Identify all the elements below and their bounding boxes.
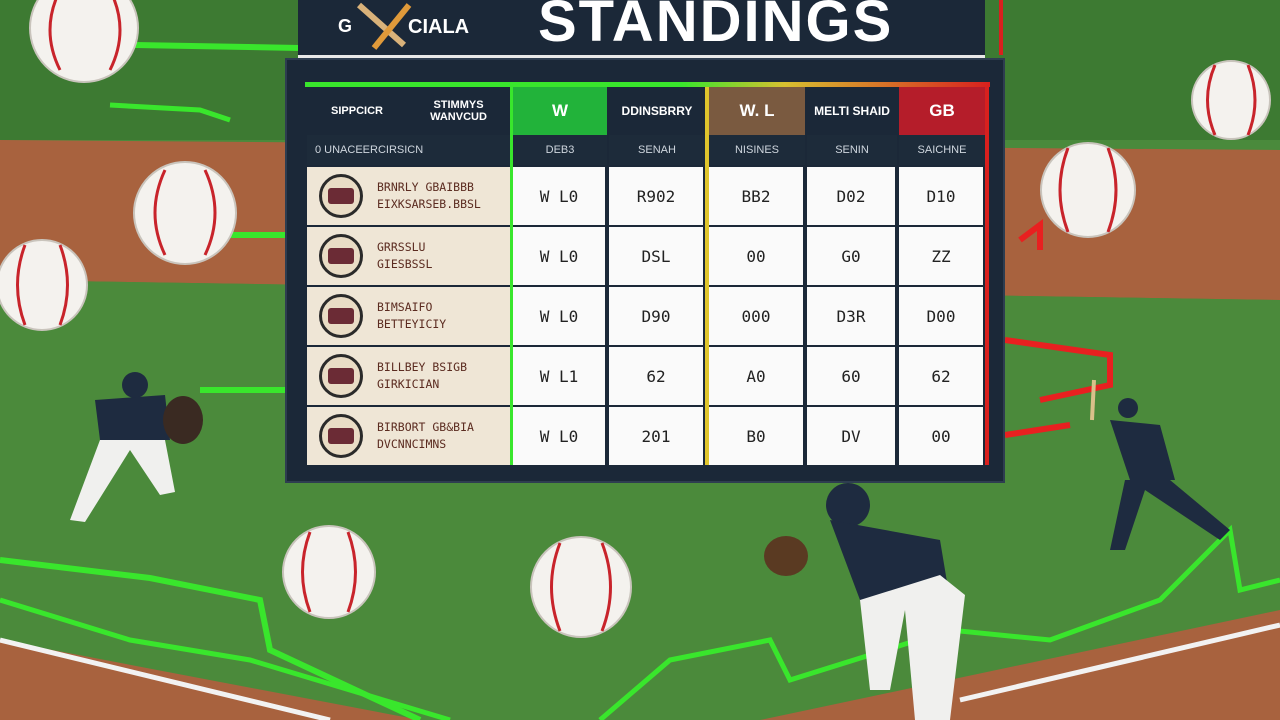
header-sub-cell: SAICHNE	[899, 135, 985, 165]
team-name-line: GIESBSSL	[377, 257, 433, 271]
stat-cell: W L0	[513, 227, 605, 285]
team-name-line: GRRSSLU	[377, 240, 426, 254]
header-cell: W	[513, 87, 607, 135]
team-logo-mark	[328, 188, 354, 204]
divider-yellow	[705, 87, 709, 465]
team-logo	[319, 234, 363, 278]
header-cell: GB	[899, 87, 985, 135]
top-stripe	[305, 82, 990, 87]
team-cell: BILLBEY BSIGB GIRKICIAN	[307, 347, 510, 405]
title-bar: G CIALA STANDINGS	[298, 0, 985, 58]
team-name: BIRBORT GB&BIA DVCNNCIMNS	[377, 419, 474, 453]
stat-cell: DSL	[609, 227, 703, 285]
stat-cell: D90	[609, 287, 703, 345]
team-logo-mark	[328, 428, 354, 444]
team-logo	[319, 174, 363, 218]
stat-cell: 000	[709, 287, 803, 345]
header-sub-cell: SENAH	[609, 135, 705, 165]
stat-cell: W L0	[513, 167, 605, 225]
header-cell: SIPPCICR	[307, 87, 407, 135]
stat-cell: W L0	[513, 407, 605, 465]
stat-cell: D10	[899, 167, 983, 225]
team-name-line: BILLBEY BSIGB	[377, 360, 468, 374]
logo-letter: G	[338, 16, 353, 36]
logo-bats	[357, 2, 412, 50]
stat-cell: 62	[899, 347, 983, 405]
team-cell: BIRBORT GB&BIA DVCNNCIMNS	[307, 407, 510, 465]
team-name: BRNRLY GBAIBBB EIXKSARSEB.BBSL	[377, 179, 481, 213]
stat-cell: W L1	[513, 347, 605, 405]
team-logo-mark	[328, 248, 354, 264]
stat-cell: D3R	[807, 287, 895, 345]
stat-cell: 00	[899, 407, 983, 465]
title: STANDINGS	[538, 0, 894, 54]
stat-cell: DV	[807, 407, 895, 465]
stat-cell: ZZ	[899, 227, 983, 285]
team-name-line: BETTEYICIY	[377, 317, 447, 331]
stat-cell: 62	[609, 347, 703, 405]
stat-cell: R902	[609, 167, 703, 225]
header-cell: MELTI SHAID	[807, 87, 897, 135]
stat-cell: W L0	[513, 287, 605, 345]
divider-red	[985, 87, 989, 465]
stat-cell: 201	[609, 407, 703, 465]
team-name-line: GIRKICIAN	[377, 377, 440, 391]
team-logo-mark	[328, 368, 354, 384]
header-sub-cell: NISINES	[709, 135, 805, 165]
header-sub-cell: SENIN	[807, 135, 897, 165]
stat-cell: BB2	[709, 167, 803, 225]
stat-cell: G0	[807, 227, 895, 285]
team-name-line: BIMSAIFO	[377, 300, 433, 314]
title-accent	[985, 0, 1003, 55]
header-sub-cell: 0 UNACEERCIRSICN	[307, 135, 510, 165]
header-cell: DDINSBRRY	[609, 87, 705, 135]
team-name-line: EIXKSARSEB.BBSL	[377, 197, 481, 211]
stat-cell: 00	[709, 227, 803, 285]
team-cell: BRNRLY GBAIBBB EIXKSARSEB.BBSL	[307, 167, 510, 225]
standings-board: SIPPCICR STIMMYS WANVCUD W DDINSBRRY W. L MEL…	[285, 58, 1005, 483]
stat-cell: D02	[807, 167, 895, 225]
header-cell: W. L	[709, 87, 805, 135]
team-cell: GRRSSLU GIESBSSL	[307, 227, 510, 285]
team-cell: BIMSAIFO BETTEYICIY	[307, 287, 510, 345]
divider-green	[510, 87, 513, 465]
team-logo	[319, 294, 363, 338]
stat-cell: D00	[899, 287, 983, 345]
team-name-line: BRNRLY GBAIBBB	[377, 180, 474, 194]
stat-cell: B0	[709, 407, 803, 465]
header-cell: STIMMYS WANVCUD	[407, 87, 510, 135]
logo-text: CIALA	[408, 16, 470, 38]
team-name: BIMSAIFO BETTEYICIY	[377, 299, 446, 333]
team-name: GRRSSLU GIESBSSL	[377, 239, 432, 273]
team-logo-mark	[328, 308, 354, 324]
team-logo	[319, 414, 363, 458]
header-sub-cell: DEB3	[513, 135, 607, 165]
team-name-line: BIRBORT GB&BIA	[377, 420, 474, 434]
team-name: BILLBEY BSIGB GIRKICIAN	[377, 359, 467, 393]
stat-cell: 60	[807, 347, 895, 405]
team-name-line: DVCNNCIMNS	[377, 437, 447, 451]
stat-cell: A0	[709, 347, 803, 405]
team-logo	[319, 354, 363, 398]
